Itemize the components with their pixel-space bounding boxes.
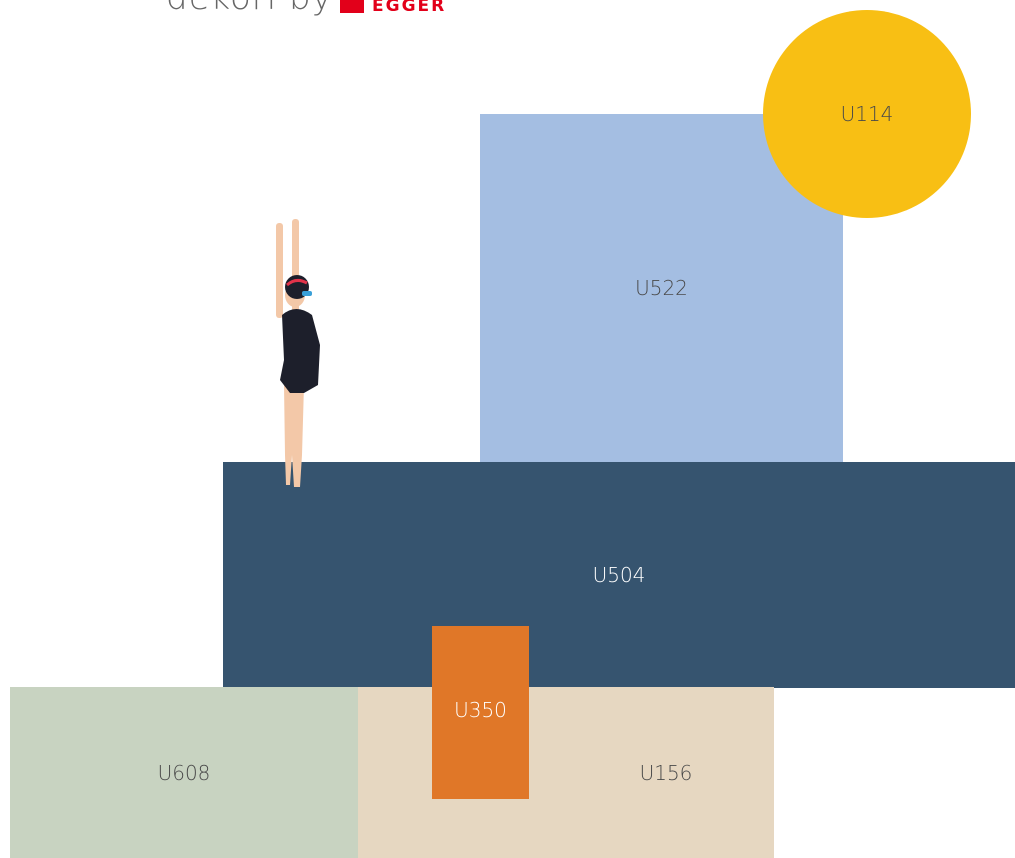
swatch: U504 <box>223 462 1015 688</box>
brand-name: EGGER <box>372 0 446 13</box>
swatch: U350 <box>432 626 529 799</box>
swatch-label: U504 <box>593 563 646 587</box>
goggles <box>302 291 312 296</box>
swatch: U114 <box>763 10 971 218</box>
swatch: U156 <box>358 687 774 858</box>
swatch: U608 <box>10 687 358 858</box>
swatch-label: U350 <box>454 698 507 722</box>
swatch-label: U522 <box>635 276 688 300</box>
swatch-label: U608 <box>158 761 211 785</box>
swimmer <box>260 215 330 495</box>
swatch-label: U156 <box>640 761 693 785</box>
logo-mark <box>340 0 364 13</box>
brand-prefix: dekori by <box>166 0 333 18</box>
brand-logo: EGGER <box>340 0 446 14</box>
page: dekori by EGGER U522 U114 U504 U608 U156… <box>0 0 1015 858</box>
swimsuit <box>280 309 320 393</box>
swatch-label: U114 <box>841 102 894 126</box>
